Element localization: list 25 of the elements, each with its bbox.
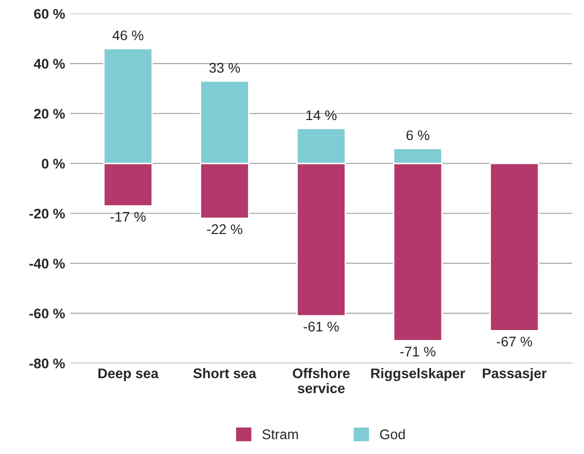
data-label: 6 % (406, 130, 430, 140)
bar (490, 162, 540, 332)
data-label: 14 % (306, 110, 337, 120)
y-tick-label: -20 % (29, 208, 65, 219)
legend-label: God (380, 429, 405, 440)
y-tick-label: 40 % (34, 58, 65, 69)
data-label: -67 % (496, 336, 532, 346)
x-tick-label: Offshore service (292, 368, 350, 394)
x-tick-label: Short sea (193, 368, 256, 378)
legend-label: Stram (262, 429, 298, 440)
data-label: -71 % (400, 346, 436, 356)
data-label: 46 % (112, 30, 144, 40)
data-label: -61 % (304, 322, 339, 332)
y-tick-label: -40 % (29, 258, 65, 268)
x-tick-label: Deep sea (98, 368, 159, 382)
x-tick-label: Passasjer (482, 368, 547, 382)
x-tick-label: Riggselskaper (371, 368, 466, 382)
y-tick-label: 20 % (34, 108, 65, 119)
y-tick-label: -80 % (29, 358, 65, 368)
y-tick-label: -60 % (29, 308, 65, 318)
data-label: -22 % (207, 224, 242, 234)
data-label: 33 % (209, 62, 240, 73)
y-tick-label: 0 % (42, 158, 65, 169)
y-tick-label: 60 % (34, 8, 65, 19)
data-label: -17 % (110, 212, 146, 222)
